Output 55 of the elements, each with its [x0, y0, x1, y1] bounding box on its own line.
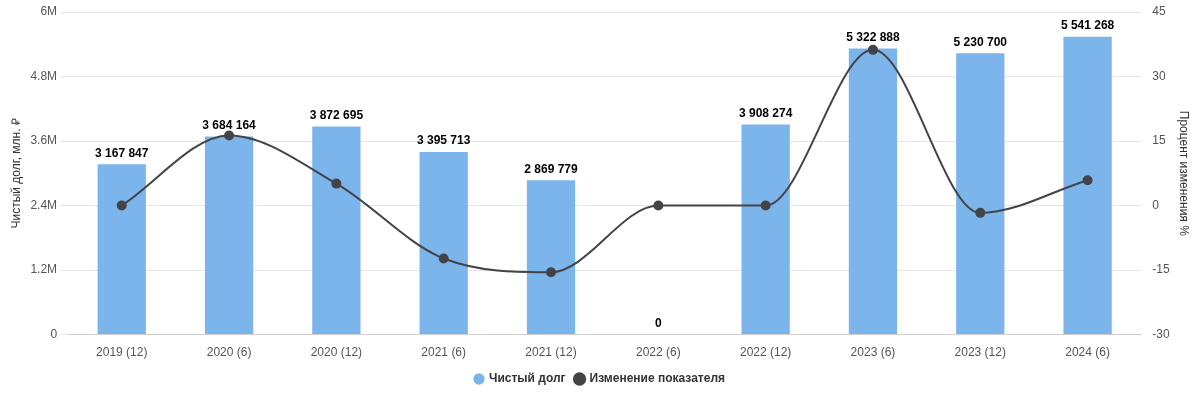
point: [867, 44, 878, 55]
data-label: 3 167 847: [95, 145, 149, 160]
data-label: 5 322 888: [846, 29, 900, 44]
point: [116, 200, 127, 211]
x-tick-label: 2020 (6): [206, 345, 252, 360]
bar: [312, 126, 361, 335]
point: [975, 207, 986, 218]
point: [760, 200, 771, 211]
y-tick-label: 6M: [40, 4, 58, 19]
bar: [741, 124, 790, 335]
bar: [848, 48, 898, 335]
y2-tick-label: 0: [1152, 197, 1160, 212]
x-tick-label: 2023 (6): [850, 345, 896, 360]
y-tick-label: 2.4M: [30, 197, 58, 212]
bar: [1063, 36, 1112, 335]
data-label: 3 872 695: [309, 107, 364, 122]
data-label: 3 684 164: [202, 117, 257, 132]
data-label: 5 541 268: [1060, 17, 1115, 32]
y2-tick-label: 15: [1152, 133, 1166, 148]
y2-tick-label: -15: [1152, 262, 1170, 277]
x-tick-label: 2022 (6): [635, 345, 681, 360]
y-tick-label: 3.6M: [30, 133, 58, 148]
legend-label: Чистый долг: [488, 371, 566, 386]
y2-tick-label: 45: [1152, 4, 1166, 19]
y-tick-label: 1.2M: [30, 262, 58, 277]
y-axis-title: Чистый долг, млн. ₽: [8, 118, 23, 229]
x-tick-label: 2021 (6): [421, 345, 467, 360]
data-label: 3 395 713: [416, 133, 471, 148]
point: [438, 253, 449, 264]
legend-label: Изменение показателя: [589, 371, 726, 386]
point: [331, 178, 342, 189]
x-tick-label: 2021 (12): [525, 345, 577, 360]
y-tick-label: 4.8M: [30, 68, 58, 83]
x-tick-label: 2020 (12): [310, 345, 363, 360]
data-label: 2 869 779: [524, 161, 579, 176]
y2-tick-label: 30: [1152, 68, 1166, 83]
point: [1082, 175, 1093, 186]
y2-tick-label: -30: [1152, 326, 1170, 341]
bar: [97, 164, 146, 335]
bar: [956, 53, 1005, 335]
bar: [204, 136, 254, 335]
bar: [419, 152, 468, 335]
y-tick-label: 0: [50, 326, 58, 341]
point: [224, 130, 235, 141]
data-label: 5 230 700: [953, 34, 1008, 49]
data-label: 0: [654, 315, 662, 330]
x-tick-label: 2024 (6): [1065, 345, 1110, 360]
data-label: 3 908 274: [738, 105, 793, 120]
y2-axis-title: Процент изменения %: [1177, 110, 1192, 237]
bar: [526, 180, 576, 335]
x-tick-label: 2022 (12): [739, 345, 792, 360]
x-tick-label: 2019 (12): [96, 345, 148, 360]
point: [653, 200, 664, 211]
point: [546, 267, 557, 278]
x-tick-label: 2023 (12): [954, 345, 1006, 360]
